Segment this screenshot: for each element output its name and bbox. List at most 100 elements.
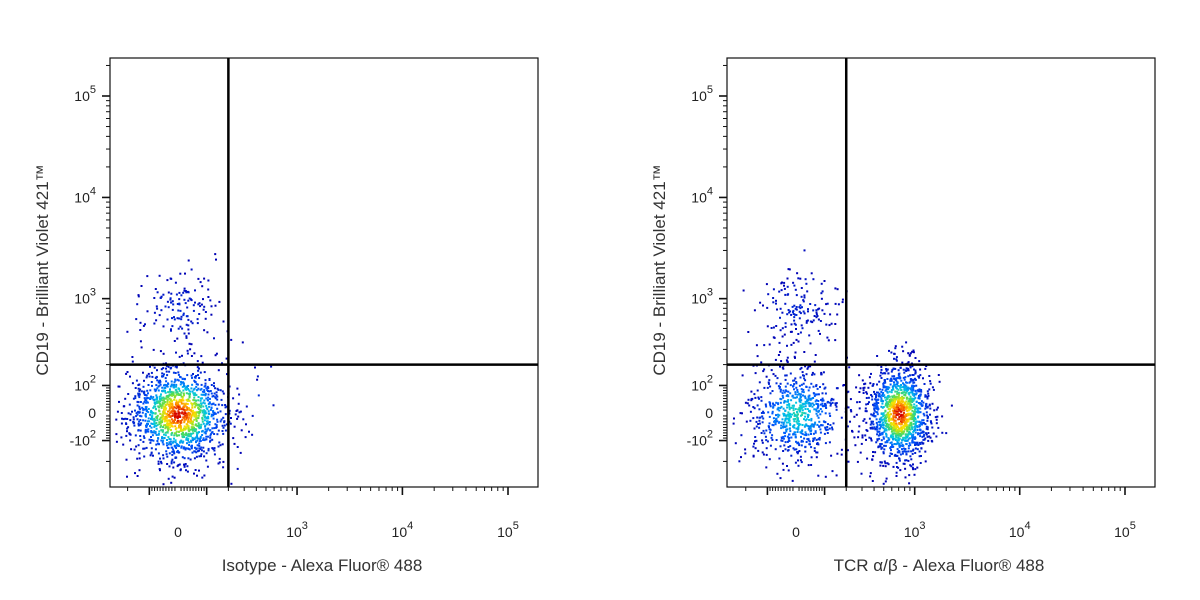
data-point xyxy=(799,397,802,400)
data-point xyxy=(270,365,273,368)
data-point xyxy=(187,328,190,331)
data-point xyxy=(794,408,797,411)
data-point xyxy=(801,432,804,435)
data-point xyxy=(120,422,123,425)
data-point xyxy=(758,426,761,429)
data-point xyxy=(206,428,209,431)
data-point xyxy=(858,407,861,410)
data-point xyxy=(760,399,763,402)
data-point xyxy=(767,381,770,384)
data-point xyxy=(166,318,169,321)
data-point xyxy=(791,479,794,482)
data-point xyxy=(765,375,768,378)
data-point xyxy=(858,401,861,403)
data-point xyxy=(209,408,212,411)
data-point xyxy=(898,393,901,396)
data-point xyxy=(164,434,167,437)
data-point xyxy=(205,417,208,420)
data-point xyxy=(164,377,167,380)
data-point xyxy=(903,462,906,465)
data-point xyxy=(155,384,158,387)
data-point xyxy=(828,412,831,415)
data-point xyxy=(884,415,887,418)
data-point xyxy=(896,414,899,416)
data-point xyxy=(908,391,911,394)
data-point xyxy=(873,407,876,410)
data-point xyxy=(808,334,811,337)
data-point xyxy=(796,272,799,275)
data-point xyxy=(139,414,142,417)
data-point xyxy=(907,433,910,436)
data-point xyxy=(921,419,924,422)
data-point xyxy=(914,468,917,471)
data-point xyxy=(916,448,919,451)
data-point xyxy=(907,412,910,415)
data-point xyxy=(192,432,195,435)
data-point xyxy=(822,420,825,423)
data-point xyxy=(824,426,827,429)
data-point xyxy=(174,414,177,417)
data-point xyxy=(809,398,812,401)
data-point xyxy=(178,393,181,396)
data-point xyxy=(820,371,823,374)
data-point xyxy=(802,300,805,303)
data-point xyxy=(174,441,177,444)
data-point xyxy=(155,375,158,378)
data-point xyxy=(911,374,914,376)
data-point xyxy=(799,394,802,397)
data-point xyxy=(912,351,915,354)
data-point xyxy=(168,390,171,393)
data-point xyxy=(152,439,155,442)
data-point xyxy=(187,387,190,390)
data-point xyxy=(202,410,205,413)
data-point xyxy=(912,417,915,420)
data-point xyxy=(778,386,781,388)
data-point xyxy=(896,383,899,386)
data-point xyxy=(929,407,932,410)
data-point xyxy=(899,386,902,389)
data-point xyxy=(897,428,900,431)
data-point xyxy=(178,389,181,392)
data-point xyxy=(807,401,810,404)
data-point xyxy=(175,293,178,296)
data-point xyxy=(197,277,200,280)
data-point xyxy=(888,426,891,429)
data-point xyxy=(750,398,753,401)
data-point xyxy=(908,354,911,357)
data-point xyxy=(195,448,198,451)
data-point xyxy=(165,395,168,398)
data-point xyxy=(936,406,939,409)
data-point xyxy=(762,304,764,307)
data-point xyxy=(192,388,195,391)
data-point xyxy=(887,416,890,419)
data-point xyxy=(198,302,201,305)
data-point xyxy=(154,412,157,415)
data-point xyxy=(203,371,206,374)
data-point xyxy=(914,389,917,392)
data-point xyxy=(904,425,907,428)
data-point xyxy=(192,412,195,415)
data-point xyxy=(761,441,764,444)
data-point xyxy=(907,352,910,355)
data-point xyxy=(159,413,162,415)
data-point xyxy=(209,299,212,302)
data-point xyxy=(872,420,874,423)
data-point xyxy=(902,416,905,418)
data-point xyxy=(909,378,912,381)
data-point xyxy=(795,294,798,297)
data-point xyxy=(806,290,809,293)
data-point xyxy=(877,445,880,448)
data-point xyxy=(822,383,825,386)
data-point xyxy=(143,455,146,458)
data-point xyxy=(169,423,172,426)
data-point xyxy=(799,409,802,412)
data-point xyxy=(752,406,755,408)
data-point xyxy=(790,415,792,418)
data-point xyxy=(881,423,884,426)
data-point xyxy=(137,422,140,425)
data-point xyxy=(158,395,161,398)
data-point xyxy=(904,391,907,394)
data-point xyxy=(891,395,894,398)
data-point xyxy=(177,412,180,415)
data-point xyxy=(887,386,889,389)
